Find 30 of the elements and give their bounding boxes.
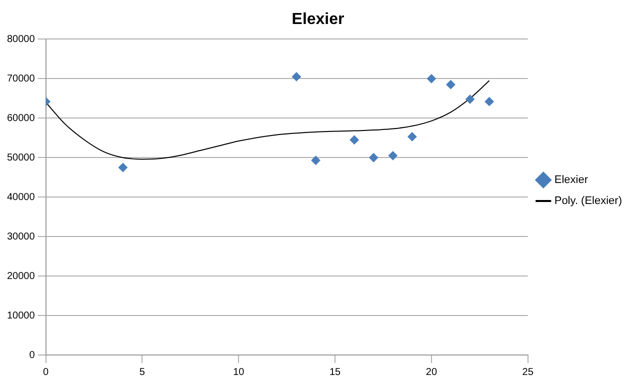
y-tick-label: 40000	[6, 192, 36, 203]
legend-label: Elexier	[554, 174, 588, 186]
chart-title: Elexier	[292, 11, 344, 28]
y-tick-label: 0	[29, 350, 36, 361]
y-tick-label: 10000	[6, 310, 36, 322]
point	[484, 97, 494, 106]
point	[369, 153, 378, 162]
x-tick-label: 20	[426, 366, 438, 378]
y-tick-label: 50000	[6, 152, 36, 164]
line-series	[46, 80, 490, 160]
y-tick-label: 20000	[6, 270, 36, 282]
point	[350, 135, 359, 144]
point	[426, 74, 436, 84]
x-tick-label: 10	[233, 366, 245, 378]
point	[388, 151, 398, 160]
y-tick-label: 80000	[6, 34, 36, 45]
x-tick-label: 5	[139, 366, 146, 378]
y-tick-label: 70000	[6, 73, 36, 84]
x-tick-label: 15	[329, 366, 342, 378]
x-tick-label: 0	[43, 366, 50, 378]
point	[292, 72, 301, 82]
point	[311, 156, 320, 165]
legend-label: Poly. (Elexier)	[554, 195, 622, 208]
point	[446, 80, 456, 90]
point	[466, 94, 475, 104]
y-tick-label: 30000	[6, 231, 36, 242]
y-tick-label: 60000	[6, 112, 36, 124]
point	[408, 132, 417, 142]
x-tick-label: 25	[522, 366, 534, 378]
point	[118, 162, 128, 172]
